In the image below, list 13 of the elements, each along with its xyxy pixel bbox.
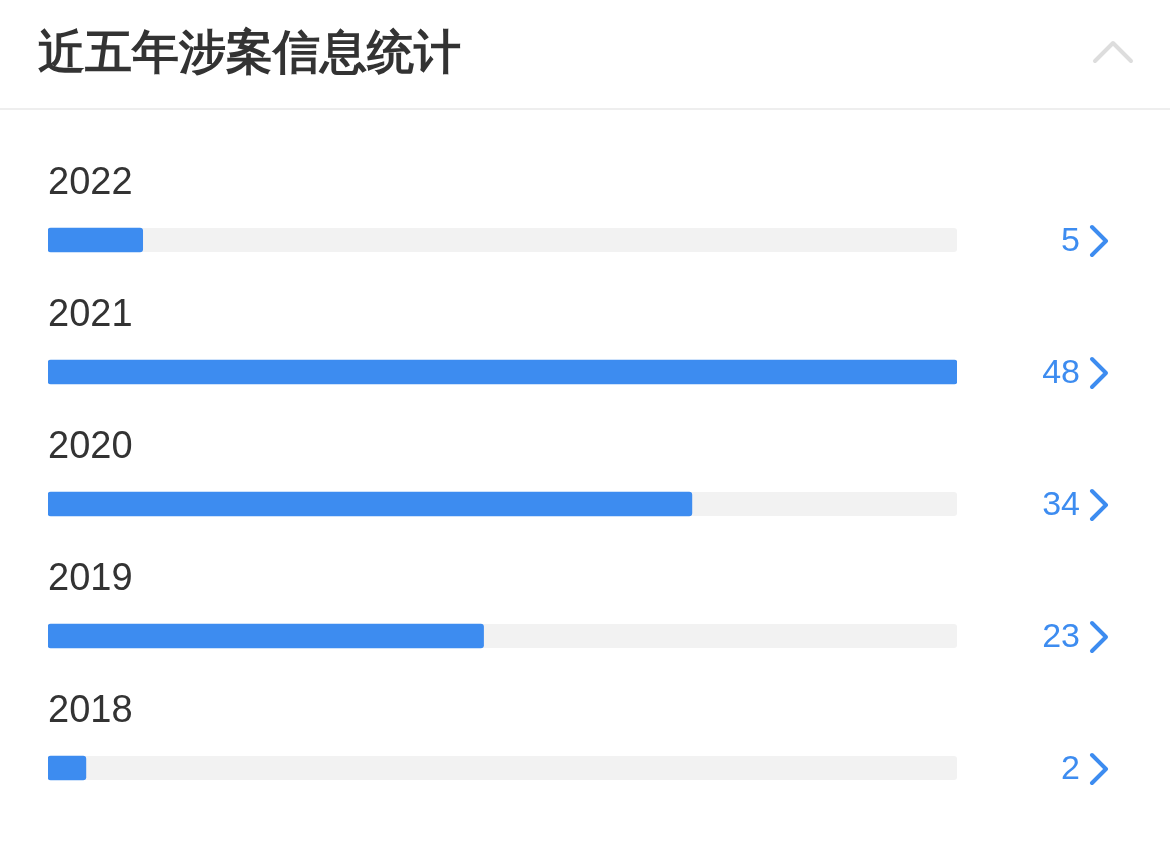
y-tick-label: 2018 xyxy=(48,688,133,731)
data-label: 2 xyxy=(1061,748,1080,787)
data-label: 34 xyxy=(1042,484,1080,523)
bar xyxy=(48,755,87,781)
data-label: 48 xyxy=(1042,352,1080,391)
y-tick-label: 2020 xyxy=(48,424,133,467)
data-label: 5 xyxy=(1061,220,1080,259)
y-tick-label: 2021 xyxy=(48,292,133,335)
data-label: 23 xyxy=(1042,616,1080,655)
y-tick-label: 2022 xyxy=(48,160,133,203)
chart-title: 近五年涉案信息统计 xyxy=(38,23,461,81)
bar xyxy=(48,227,144,253)
y-tick-label: 2019 xyxy=(48,556,133,599)
